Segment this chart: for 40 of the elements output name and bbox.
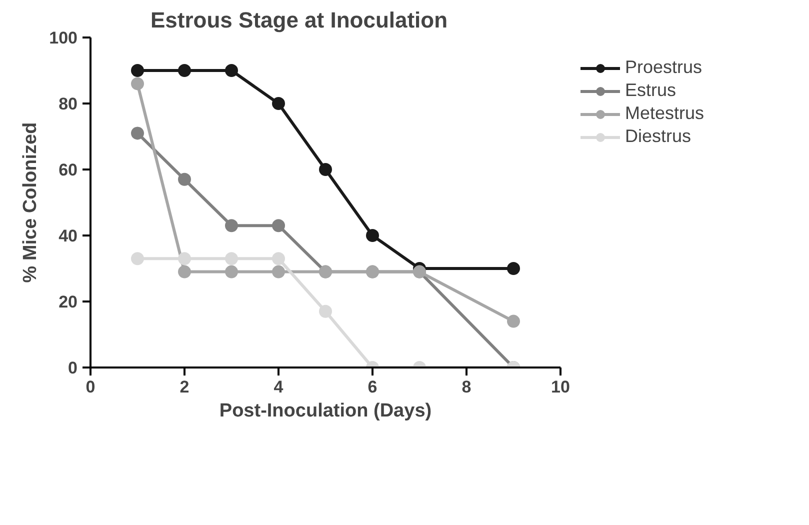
point xyxy=(507,314,520,328)
point xyxy=(131,77,144,90)
x-axis-title: Post-Inoculation (Days) xyxy=(219,400,432,422)
x-tick-label: 6 xyxy=(368,378,378,396)
y-axis-title: % Mice Colonized xyxy=(20,122,42,283)
legend-label: Metestrus xyxy=(625,103,704,124)
point xyxy=(319,304,332,318)
y-tick-label: 100 xyxy=(49,28,78,48)
point xyxy=(225,252,238,266)
x-tick-label: 10 xyxy=(551,378,570,396)
point xyxy=(131,64,144,77)
x-tick-label: 2 xyxy=(180,378,190,396)
y-tick-label: 60 xyxy=(58,160,78,180)
y-tick-label: 40 xyxy=(58,226,78,246)
y-tick-label: 20 xyxy=(58,292,78,312)
point xyxy=(178,172,191,186)
y-tick-label: 0 xyxy=(68,358,78,378)
point xyxy=(131,126,144,140)
point xyxy=(319,163,332,176)
point xyxy=(225,219,238,232)
point xyxy=(272,252,285,266)
point xyxy=(225,64,238,77)
point xyxy=(272,219,285,232)
x-tick-label: 0 xyxy=(86,378,96,396)
point xyxy=(178,265,191,278)
y-tick-label: 80 xyxy=(58,94,78,114)
x-tick-label: 4 xyxy=(274,378,284,396)
point xyxy=(507,262,520,275)
legend-label: Proestrus xyxy=(625,57,702,78)
point xyxy=(272,265,285,278)
x-tick-label: 8 xyxy=(462,378,472,396)
point xyxy=(178,64,191,77)
point xyxy=(272,97,285,110)
legend-label: Diestrus xyxy=(625,126,692,147)
point xyxy=(366,229,379,242)
point xyxy=(225,265,238,278)
chart-title: Estrous Stage at Inoculation xyxy=(150,8,448,32)
point xyxy=(131,252,144,266)
legend-label: Estrus xyxy=(625,80,676,101)
point xyxy=(178,252,191,266)
